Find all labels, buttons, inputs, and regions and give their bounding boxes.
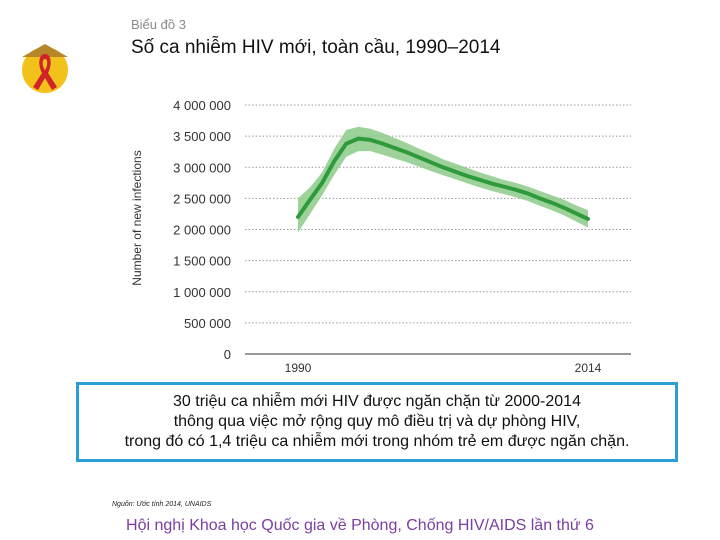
y-tick-label: 2 000 000 — [173, 223, 231, 238]
y-tick-label: 500 000 — [184, 316, 231, 331]
red-ribbon-logo-icon — [22, 44, 68, 93]
callout-line-1: 30 triệu ca nhiễm mới HIV được ngăn chặn… — [173, 393, 581, 410]
callout-line-3: trong đó có 1,4 triệu ca nhiễm mới trong… — [124, 433, 630, 450]
x-tick-label: 2014 — [575, 361, 602, 375]
y-axis-label: Number of new infections — [130, 150, 144, 285]
figure-label: Biểu đồ 3 — [131, 17, 186, 32]
chart-title: Số ca nhiễm HIV mới, toàn cầu, 1990–2014 — [131, 37, 501, 58]
y-tick-label: 0 — [224, 347, 231, 362]
source-note: Nguồn: Ước tính 2014, UNAIDS — [112, 501, 212, 508]
plot-area — [296, 126, 590, 233]
uncertainty-band — [298, 126, 588, 233]
x-tick-label: 1990 — [285, 361, 312, 375]
y-tick-label: 1 500 000 — [173, 254, 231, 269]
x-axis-tick-labels: 1990 2014 — [285, 361, 602, 375]
footer-conference-title: Hội nghị Khoa học Quốc gia về Phòng, Chố… — [126, 517, 594, 534]
estimate-line — [296, 136, 590, 221]
y-tick-label: 3 000 000 — [173, 160, 231, 175]
callout-line-2: thông qua việc mở rộng quy mô điều trị v… — [173, 413, 581, 430]
y-tick-label: 3 500 000 — [173, 129, 231, 144]
y-tick-label: 1 000 000 — [173, 285, 231, 300]
y-axis-tick-labels: 0 500 000 1 000 000 1 500 000 2 000 000 2 500… — [173, 98, 231, 362]
y-tick-label: 4 000 000 — [173, 98, 231, 113]
hiv-infections-chart: 0 500 000 1 000 000 1 500 000 2 000 000 2 500… — [130, 98, 631, 375]
y-tick-label: 2 500 000 — [173, 191, 231, 206]
callout-box: 30 triệu ca nhiễm mới HIV được ngăn chặn… — [76, 382, 678, 462]
